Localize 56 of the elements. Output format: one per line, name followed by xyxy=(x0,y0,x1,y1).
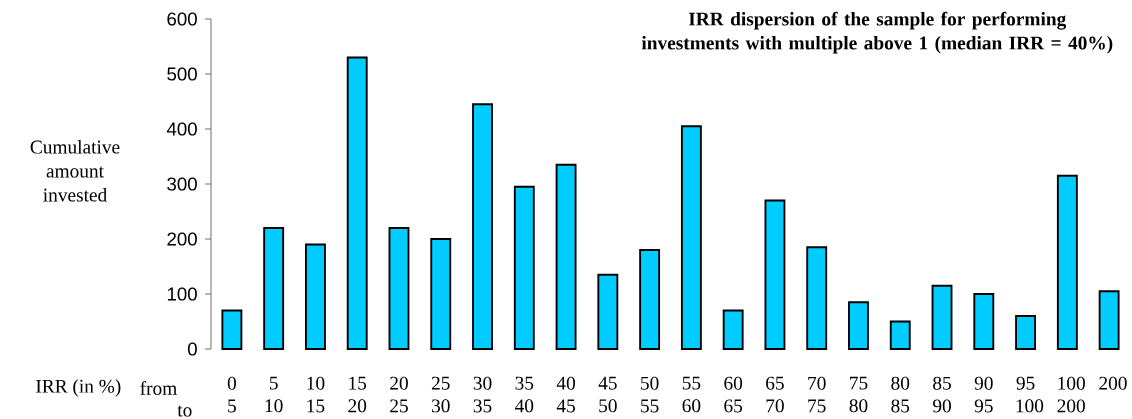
x-tick-label: 45 50 xyxy=(598,376,617,413)
bar xyxy=(305,243,326,350)
x-tick-label: 90 95 xyxy=(974,376,993,413)
y-tick-label: 400 xyxy=(166,122,197,136)
y-tick-label: 300 xyxy=(167,177,197,191)
bar xyxy=(221,309,243,350)
x-tick-label: 200 xyxy=(1099,376,1127,390)
text: to xyxy=(177,405,192,417)
x-tick-label: 20 25 xyxy=(390,376,408,413)
bar xyxy=(1056,174,1078,350)
bar xyxy=(263,227,285,350)
bar xyxy=(931,284,953,350)
bar xyxy=(848,301,869,350)
bar xyxy=(1098,290,1120,350)
bar xyxy=(555,163,577,350)
y-tick-label: 0 xyxy=(187,342,197,356)
x-tick-label: 95 100 xyxy=(1016,376,1044,413)
x-tick-label: 30 35 xyxy=(473,376,492,413)
y-tick-label: 500 xyxy=(167,67,197,81)
bar xyxy=(889,320,911,350)
x-axis-title: IRR (in %) xyxy=(36,379,121,397)
x-tick-label: 35 40 xyxy=(515,376,534,413)
x-tick-label: 55 60 xyxy=(682,376,701,413)
chart-title: IRR dispersion of the sample for performing investments with multiple above 1 (median IRR = 40%) xyxy=(641,11,1113,54)
bar xyxy=(388,227,410,350)
bar xyxy=(806,246,828,350)
bar xyxy=(639,249,661,350)
y-tick-label: 100 xyxy=(167,287,197,301)
bar xyxy=(1015,315,1037,350)
x-tick-label: 10 15 xyxy=(307,376,325,413)
x-tick-label: 15 20 xyxy=(348,376,367,413)
bar xyxy=(680,125,702,350)
bar xyxy=(722,309,744,350)
x-tick-label: 65 70 xyxy=(766,376,784,413)
text: from xyxy=(140,381,177,395)
bar xyxy=(346,56,368,350)
x-tick-label: 50 55 xyxy=(641,376,659,413)
bar xyxy=(430,238,452,350)
bar xyxy=(764,199,786,350)
x-tick-label: 60 65 xyxy=(724,376,743,413)
bar xyxy=(472,103,493,350)
bar xyxy=(597,273,619,350)
y-tick-label: 600 xyxy=(167,12,197,26)
x-tick-label: 75 80 xyxy=(849,376,868,413)
x-tick-label: 40 45 xyxy=(556,376,575,413)
x-tick-label: 80 85 xyxy=(891,376,910,413)
bar xyxy=(513,185,535,350)
bar xyxy=(973,293,995,350)
y-axis-title: Cumulative amount invested xyxy=(30,140,120,202)
x-tick-label: 100 200 xyxy=(1057,376,1085,413)
y-tick-label: 200 xyxy=(167,232,197,246)
x-tick-label: 70 75 xyxy=(808,376,826,413)
x-tick-label: 85 90 xyxy=(932,376,951,413)
x-tick-label: 25 30 xyxy=(431,376,450,413)
x-tick-label: 0 5 xyxy=(227,376,236,413)
x-tick-label: 5 10 xyxy=(265,376,283,413)
